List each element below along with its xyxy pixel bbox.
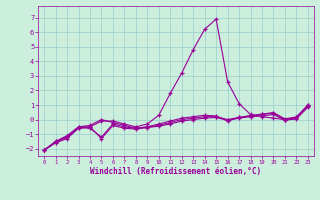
X-axis label: Windchill (Refroidissement éolien,°C): Windchill (Refroidissement éolien,°C) bbox=[91, 167, 261, 176]
